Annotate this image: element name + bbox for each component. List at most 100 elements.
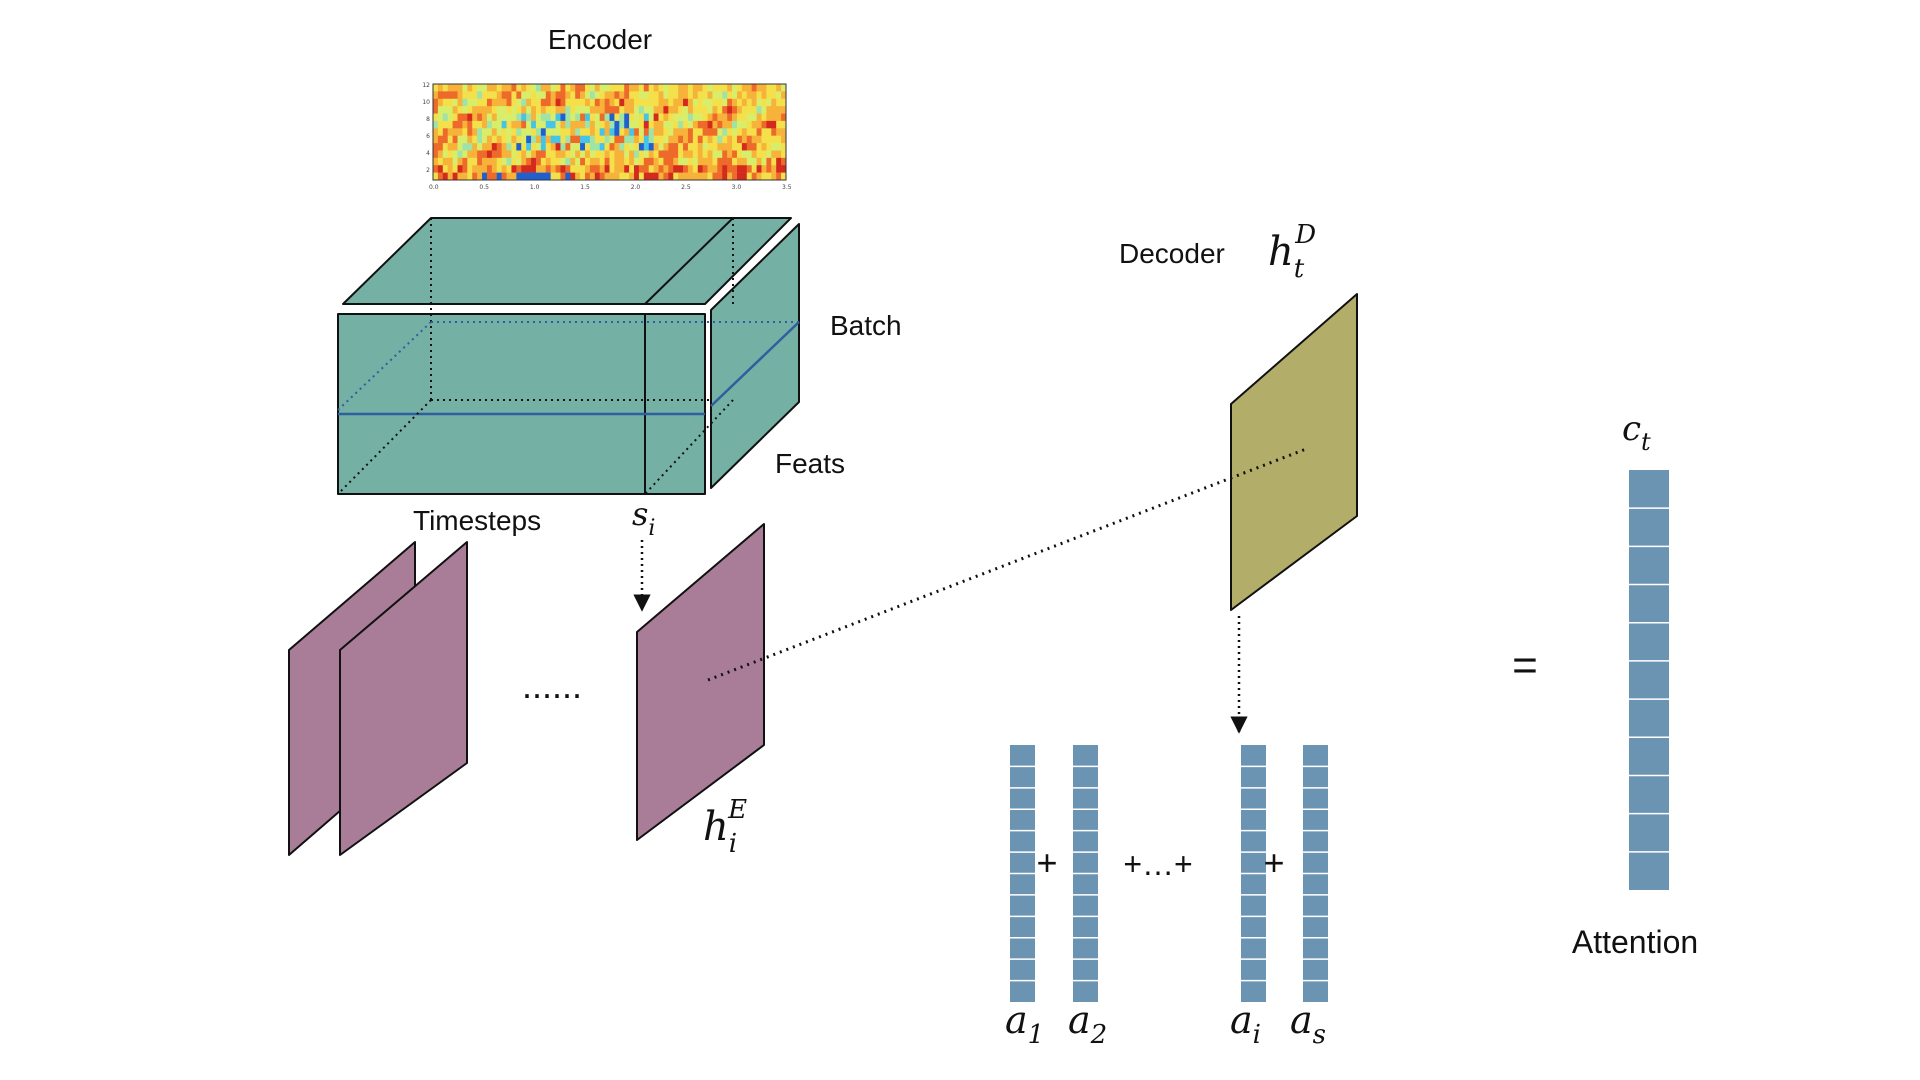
spectrogram-cell [687, 98, 694, 107]
spectrogram-cell [756, 172, 762, 181]
spectrogram-cell [751, 84, 757, 92]
spectrogram-cell [732, 150, 738, 159]
spectrogram-cell [658, 84, 664, 92]
spectrogram-cell [678, 106, 684, 114]
spectrogram-cell [565, 157, 571, 166]
spectrogram-cell [746, 128, 752, 136]
spectrogram-cell [565, 98, 571, 107]
spectrogram-cell [663, 91, 669, 100]
spectrogram-cell [619, 84, 625, 92]
spectrogram-cell [599, 165, 605, 173]
spectrogram-cell [550, 157, 556, 166]
spectrogram-cell [531, 143, 537, 151]
spectrogram-cell [673, 120, 679, 129]
spectrogram-cell [736, 172, 743, 181]
spectrogram-cell [604, 172, 610, 181]
spectrogram-cell [462, 128, 468, 136]
spectrogram-cell [707, 120, 713, 129]
spectrogram-cell [776, 120, 782, 129]
decoder-state-plane [1230, 293, 1358, 611]
spectrogram-cell [678, 120, 684, 129]
spectrogram-cell [736, 143, 743, 151]
spectrogram-cell [609, 128, 615, 136]
spectrogram-cell [732, 165, 738, 173]
spectrogram-cell [658, 91, 664, 100]
spectrogram-cell [575, 157, 581, 166]
spectrogram-cell [653, 113, 659, 122]
spectrogram-cell [511, 143, 517, 151]
spectrogram-cell [526, 165, 532, 173]
spectrogram-cell [668, 143, 674, 151]
spectrogram-cell [741, 143, 748, 151]
spectrogram-cell [761, 106, 767, 114]
spectrogram-cell [535, 84, 542, 92]
spectrogram-cell [433, 120, 439, 129]
spectrogram-cell [624, 98, 630, 107]
spectrogram-cell [506, 98, 512, 107]
spectrogram-cell [643, 150, 650, 159]
spectrogram-cell [732, 113, 738, 122]
spectrogram-cell [687, 113, 694, 122]
spectrogram-cell [589, 113, 596, 122]
spectrogram-cell [477, 150, 483, 159]
spectrogram-cell [629, 135, 635, 144]
spectrogram-cell [511, 120, 517, 129]
spectrogram-cell [575, 135, 581, 144]
spectrogram-cell [634, 135, 640, 144]
spectrogram-cell [707, 135, 713, 144]
spectrogram-cell [467, 143, 473, 151]
spectrogram-cell [658, 157, 664, 166]
spectrogram-cell [766, 157, 772, 166]
spectrogram-cell [486, 172, 493, 181]
spectrogram-cell [511, 106, 517, 114]
spectrogram-cell [668, 91, 674, 100]
spectrogram-cell [629, 91, 635, 100]
spectrogram-cell [741, 157, 748, 166]
spectrogram-cell [697, 150, 703, 159]
plus-sign: + [1263, 842, 1284, 883]
spectrogram-cell [482, 135, 488, 144]
spectrogram-cell [643, 98, 650, 107]
spectrogram-cell [609, 120, 615, 129]
spectrogram-cell [663, 165, 669, 173]
spectrogram-cell [756, 135, 762, 144]
spectrogram-cell [668, 113, 674, 122]
spectrogram-cell [442, 113, 449, 122]
spectrogram-cell [589, 128, 596, 136]
spectrogram-cell [658, 150, 664, 159]
spectrogram-cell [535, 128, 542, 136]
spectrogram-cell [545, 84, 551, 92]
vector-ai [1241, 745, 1266, 1002]
spectrogram-cell [452, 135, 458, 144]
spectrogram-cell [550, 120, 556, 129]
spectrogram-cell [457, 106, 463, 114]
spectrogram-cell [540, 150, 547, 159]
spectrogram-cell [638, 128, 645, 136]
spectrogram-cell [643, 165, 650, 173]
spectrogram-cell [442, 165, 449, 173]
spectrogram-cell [673, 150, 679, 159]
spectrogram-cell [663, 106, 669, 114]
spectrogram-cell [771, 84, 777, 92]
spectrogram-cell [761, 98, 767, 107]
spectrogram-cell [634, 98, 640, 107]
spectrogram-cell [678, 98, 684, 107]
spectrogram-cell [692, 150, 699, 159]
spectrogram-cell [658, 135, 664, 144]
spectrogram-cell [545, 128, 551, 136]
spectrogram-cell [614, 98, 620, 107]
spectrogram-cell [687, 120, 694, 129]
spectrogram-y-tick: 10 [422, 99, 430, 106]
spectrogram-cell [457, 143, 463, 151]
spectrogram-cell [761, 120, 767, 129]
spectrogram-cell [482, 113, 488, 122]
spectrogram-cell [619, 120, 625, 129]
spectrogram-cell [433, 91, 439, 100]
spectrogram-cell [442, 150, 449, 159]
spectrogram-cell [462, 143, 468, 151]
spectrogram-cell [687, 128, 694, 136]
spectrogram-cell [663, 84, 669, 92]
spectrogram-cell [516, 113, 522, 122]
spectrogram-cell [678, 143, 684, 151]
